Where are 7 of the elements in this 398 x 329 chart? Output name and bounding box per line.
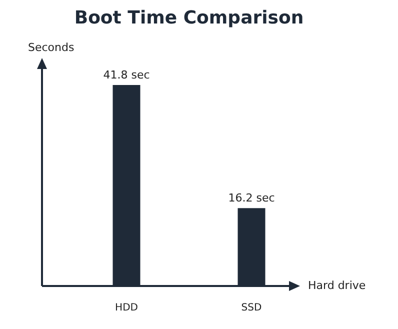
chart-title: Boot Time Comparison [74,7,304,28]
data-label: 41.8 sec [103,68,150,82]
y-axis-title: Seconds [28,40,74,54]
x-tick-label: SSD [241,302,262,314]
x-axis-title: Hard drive [308,278,366,292]
x-tick-label: HDD [115,302,138,314]
data-label: 16.2 sec [228,191,275,204]
